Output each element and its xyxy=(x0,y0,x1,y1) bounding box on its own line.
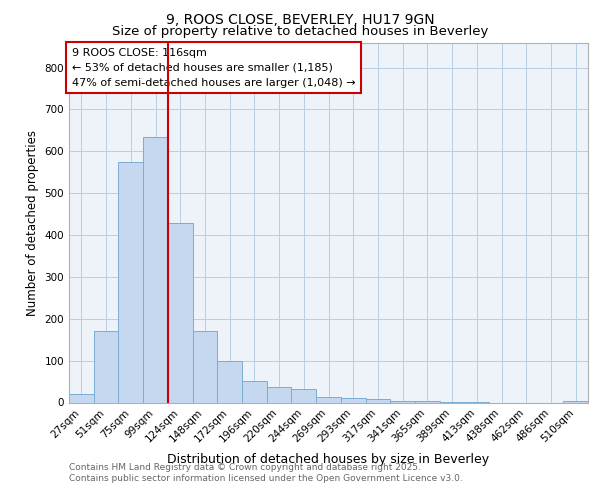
Bar xyxy=(193,332,217,402)
X-axis label: Distribution of detached houses by size in Beverley: Distribution of detached houses by size … xyxy=(167,452,490,466)
Bar xyxy=(69,394,94,402)
Text: Contains HM Land Registry data © Crown copyright and database right 2025.: Contains HM Land Registry data © Crown c… xyxy=(69,462,421,471)
Bar xyxy=(242,380,267,402)
Text: Contains public sector information licensed under the Open Government Licence v3: Contains public sector information licen… xyxy=(69,474,463,483)
Bar xyxy=(316,396,341,402)
Bar xyxy=(94,332,118,402)
Text: Size of property relative to detached houses in Beverley: Size of property relative to detached ho… xyxy=(112,25,488,38)
Bar xyxy=(168,222,193,402)
Text: 9, ROOS CLOSE, BEVERLEY, HU17 9GN: 9, ROOS CLOSE, BEVERLEY, HU17 9GN xyxy=(166,12,434,26)
Text: 9 ROOS CLOSE: 116sqm
← 53% of detached houses are smaller (1,185)
47% of semi-de: 9 ROOS CLOSE: 116sqm ← 53% of detached h… xyxy=(71,48,355,88)
Bar xyxy=(563,401,588,402)
Bar xyxy=(415,401,440,402)
Y-axis label: Number of detached properties: Number of detached properties xyxy=(26,130,39,316)
Bar xyxy=(292,389,316,402)
Bar xyxy=(341,398,365,402)
Bar xyxy=(390,401,415,402)
Bar xyxy=(143,136,168,402)
Bar xyxy=(365,399,390,402)
Bar xyxy=(267,386,292,402)
Bar xyxy=(217,360,242,403)
Bar xyxy=(118,162,143,402)
